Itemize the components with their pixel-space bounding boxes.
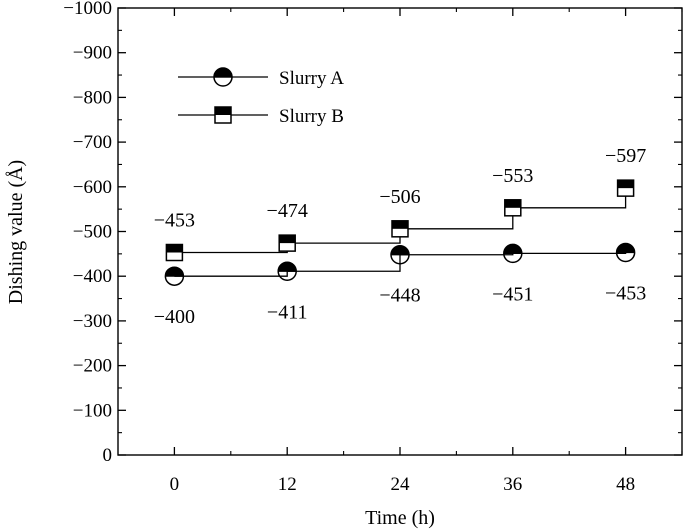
data-point — [278, 234, 296, 252]
data-point — [504, 199, 522, 217]
marker-fill — [166, 244, 183, 253]
legend-label: Slurry B — [279, 106, 344, 127]
legend-label: Slurry A — [279, 68, 344, 89]
x-axis-title: Time (h) — [365, 507, 435, 529]
marker-fill — [503, 244, 522, 254]
data-point — [391, 220, 409, 238]
marker-fill — [392, 220, 408, 229]
data-label: −411 — [267, 301, 308, 323]
y-tick-label: −1000 — [63, 0, 112, 19]
data-label: −453 — [154, 210, 195, 232]
legend-marker — [213, 67, 233, 87]
data-label: −506 — [379, 186, 420, 208]
legend: Slurry A Slurry B — [178, 67, 344, 127]
marker-fill — [504, 199, 521, 208]
y-tick-label: −100 — [73, 400, 112, 421]
marker-fill — [278, 262, 297, 272]
y-tick-label: −600 — [73, 177, 112, 198]
data-label: −448 — [379, 285, 420, 307]
axis-ticks: 0 −100 −200 −300 −400 −500 −600 −700 −800 −900 −10… — [63, 0, 683, 495]
marker-fill — [214, 68, 232, 77]
series-layer: −400 −411 −448 −451 −453 −453 −474 −506 −553 −597 — [154, 145, 646, 328]
marker-fill — [391, 245, 409, 255]
marker-fill — [617, 180, 634, 189]
marker-fill — [279, 235, 296, 244]
y-tick-label: −700 — [73, 132, 112, 153]
y-tick-label: −500 — [73, 222, 112, 243]
series-slurry-b: −453 −474 −506 −553 −597 — [154, 145, 646, 262]
y-tick-label: −300 — [73, 311, 112, 332]
series-slurry-a: −400 −411 −448 −451 −453 — [154, 242, 646, 328]
data-point — [390, 244, 410, 265]
y-tick-label: −200 — [73, 356, 112, 377]
data-label: −597 — [605, 145, 646, 167]
y-tick-label: 0 — [103, 445, 113, 466]
x-tick-label: 36 — [503, 474, 522, 495]
data-label: −400 — [154, 306, 195, 328]
marker-fill — [215, 107, 231, 115]
data-point — [277, 261, 297, 282]
legend-item-slurry-a: Slurry A — [178, 67, 344, 89]
y-tick-label: −400 — [73, 266, 112, 287]
data-label: −474 — [267, 200, 308, 222]
marker-fill — [165, 267, 184, 277]
x-tick-label: 48 — [616, 474, 635, 495]
data-point — [615, 242, 636, 263]
data-point — [616, 179, 635, 197]
y-axis-title: Dishing value (Å) — [5, 160, 27, 304]
y-tick-label: −800 — [73, 87, 112, 108]
marker-fill — [616, 243, 635, 253]
data-label: −553 — [492, 165, 533, 187]
x-tick-label: 12 — [278, 474, 297, 495]
data-point — [503, 243, 523, 264]
data-point — [165, 243, 184, 262]
data-label: −451 — [492, 283, 533, 305]
legend-marker — [214, 106, 232, 124]
x-tick-label: 0 — [170, 474, 180, 495]
data-label: −453 — [605, 283, 646, 305]
legend-item-slurry-b: Slurry B — [178, 106, 344, 127]
data-point — [164, 266, 185, 286]
x-tick-label: 24 — [391, 474, 411, 495]
y-tick-label: −900 — [73, 43, 112, 64]
